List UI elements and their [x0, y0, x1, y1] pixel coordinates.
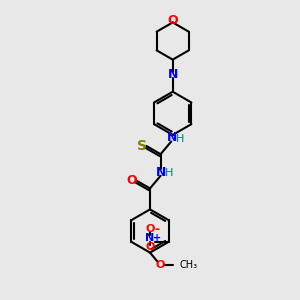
Text: H: H: [176, 134, 184, 144]
Text: N: N: [146, 233, 155, 243]
Text: H: H: [165, 168, 173, 178]
Text: O: O: [146, 242, 155, 252]
Text: S: S: [137, 139, 147, 153]
Text: +: +: [153, 233, 161, 243]
Text: O: O: [167, 14, 178, 27]
Text: CH₃: CH₃: [179, 260, 197, 270]
Text: N: N: [156, 166, 166, 179]
Text: O: O: [146, 224, 155, 234]
Text: N: N: [167, 131, 177, 144]
Text: O: O: [156, 260, 165, 270]
Text: O: O: [127, 174, 137, 187]
Text: N: N: [167, 68, 178, 81]
Text: -: -: [155, 223, 160, 236]
